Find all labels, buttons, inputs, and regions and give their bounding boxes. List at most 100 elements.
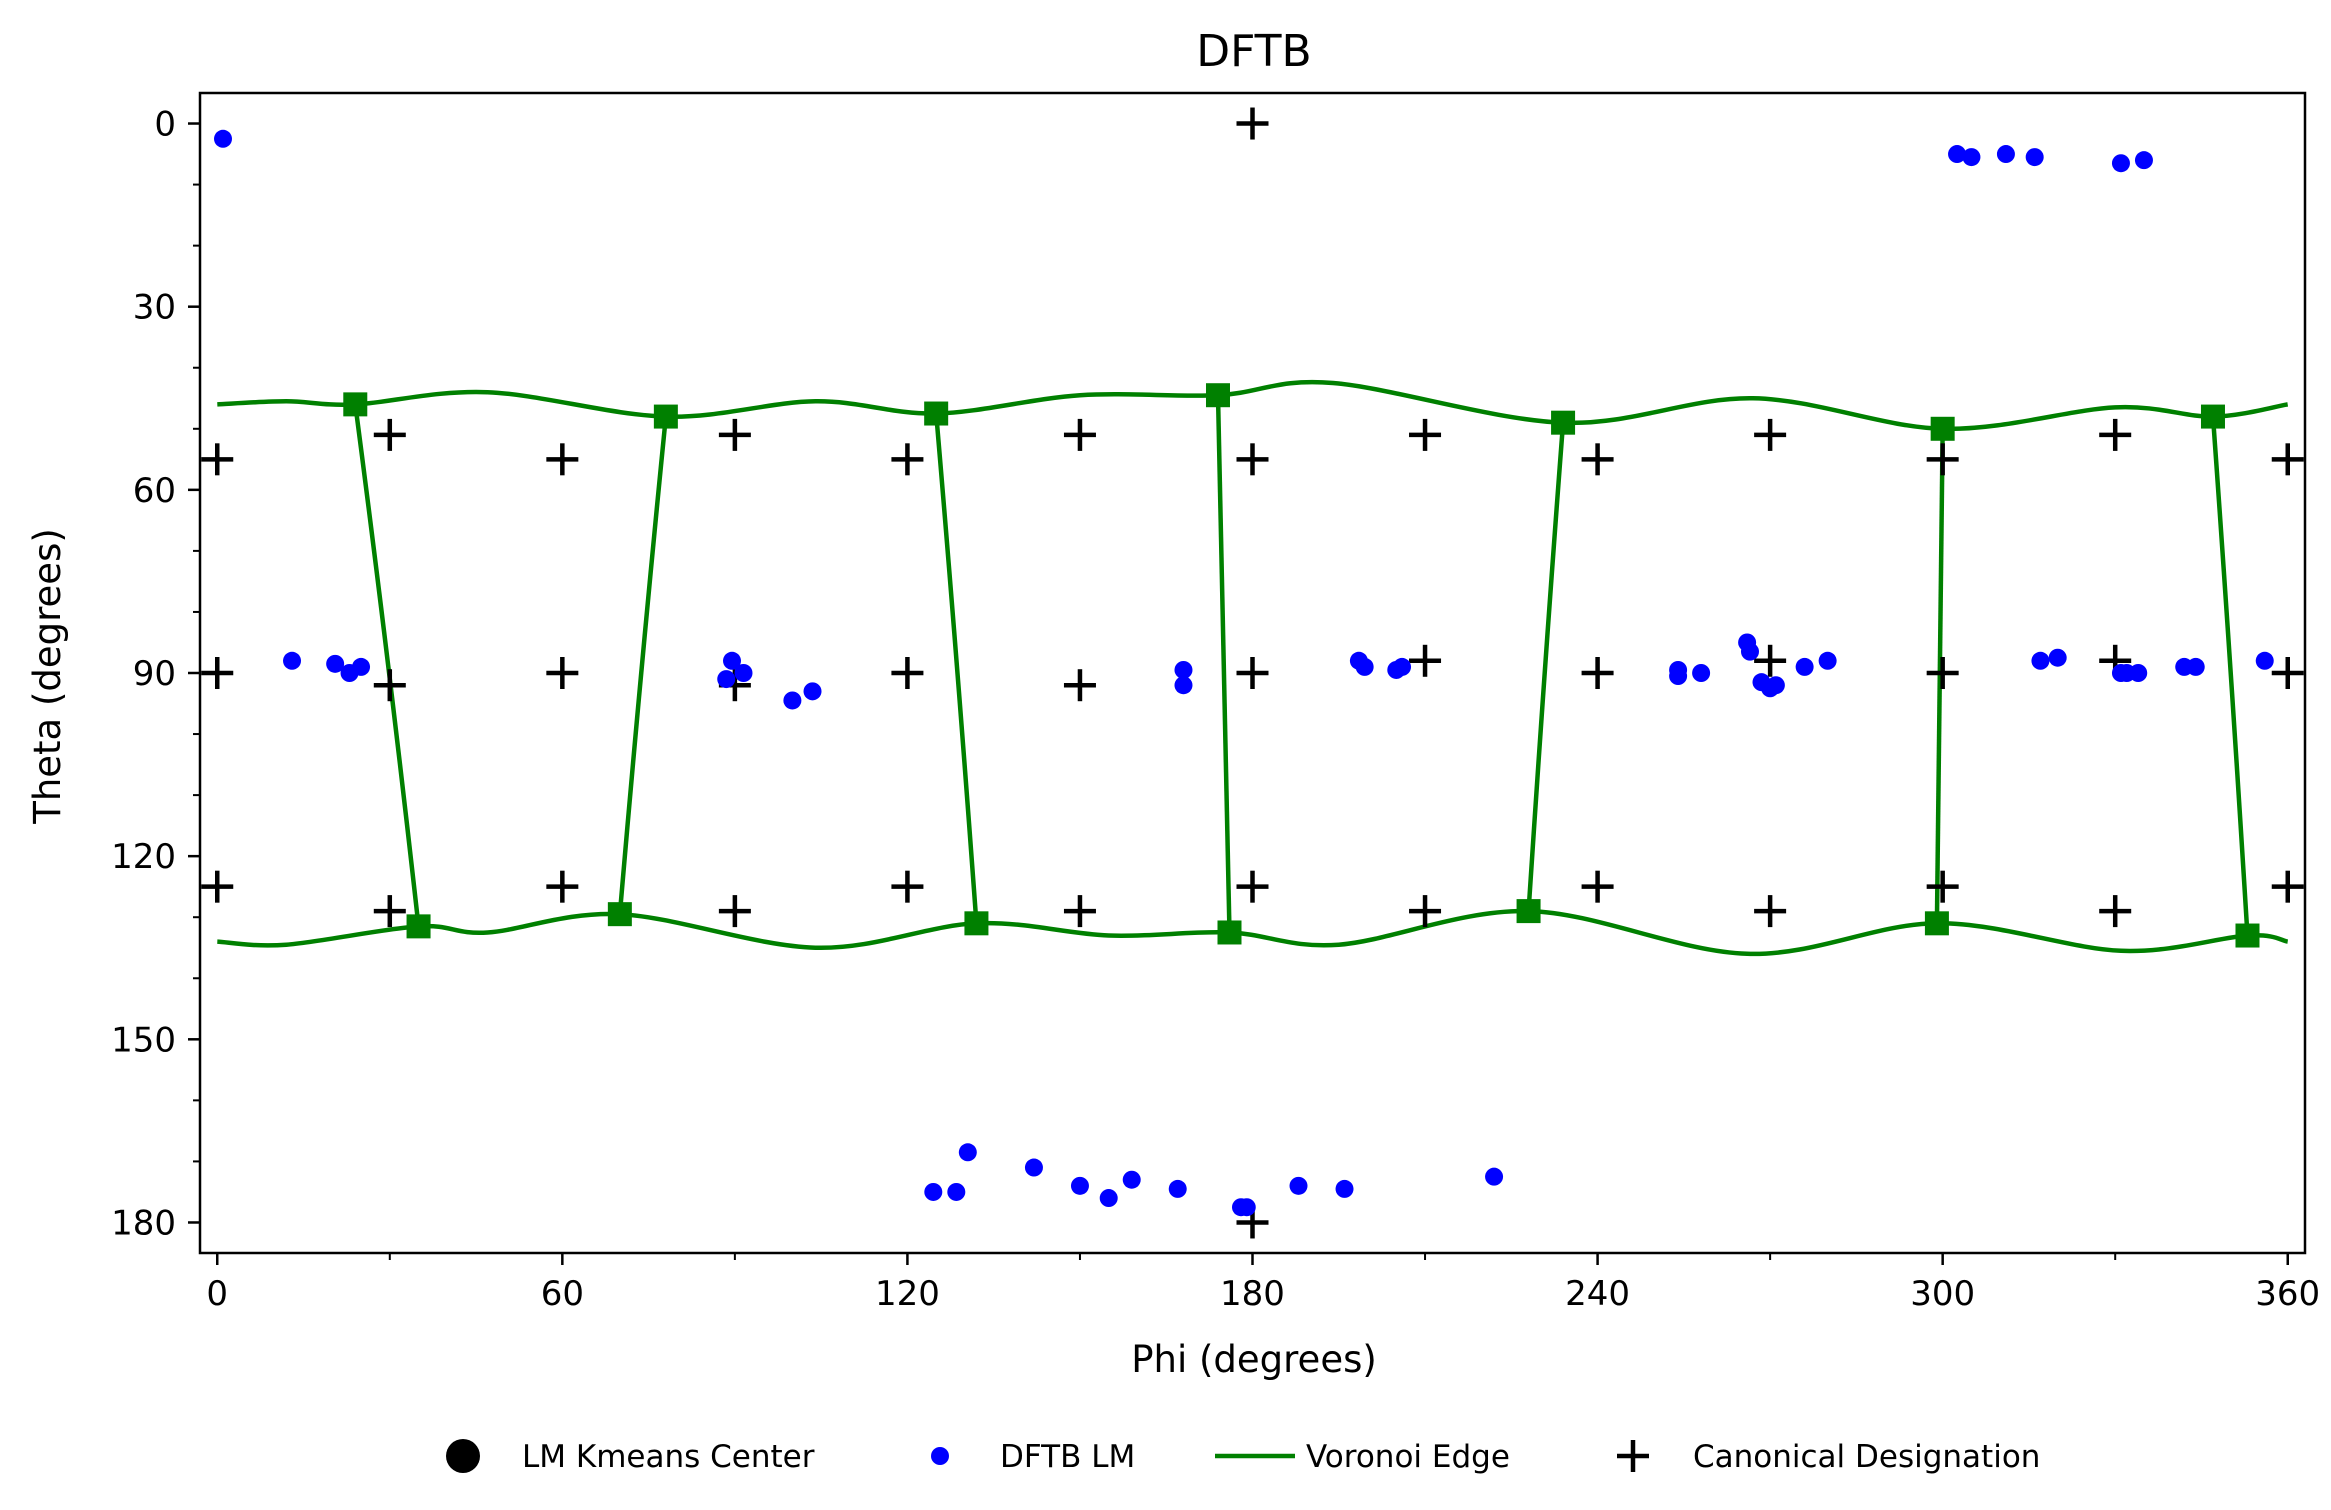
canonical-designation-marker <box>1063 895 1096 928</box>
voronoi-vertex <box>1551 410 1576 435</box>
canonical-designation-marker <box>891 870 924 903</box>
dftb-lm-point <box>1174 676 1193 695</box>
canonical-designation-marker <box>1581 870 1614 903</box>
y-tick-label: 0 <box>154 105 176 145</box>
dftb-lm-point <box>214 129 233 148</box>
plot-area <box>201 107 2304 1239</box>
voronoi-edge-upper <box>217 379 2289 432</box>
voronoi-vertex <box>607 902 632 927</box>
x-tick-label: 0 <box>206 1274 228 1314</box>
dftb-lm-point <box>803 682 822 701</box>
dftb-lm-point <box>1766 676 1785 695</box>
voronoi-edge-vertical <box>1934 428 1945 924</box>
canonical-designation-marker <box>2271 657 2304 689</box>
dftb-lm-point <box>352 657 371 676</box>
legend: LM Kmeans Center DFTB LM Voronoi Edge Canon… <box>446 1439 2040 1475</box>
voronoi-vertex <box>964 911 989 936</box>
dftb-lm-point <box>1795 657 1814 676</box>
dftb-lm-point <box>947 1182 966 1201</box>
dftb-lm-point <box>1024 1158 1043 1177</box>
canonical-designation-marker <box>546 443 579 476</box>
legend-marker-dftb-lm <box>931 1447 949 1465</box>
canonical-designation-marker <box>1581 657 1614 689</box>
dftb-lm-point <box>2186 657 2205 676</box>
dftb-lm-point <box>2111 154 2130 173</box>
voronoi-edge-lower <box>217 908 2289 957</box>
dftb-lm-point <box>1818 651 1837 670</box>
canonical-designation-marker <box>201 870 234 903</box>
dftb-lm-point <box>1740 642 1759 661</box>
voronoi-edge-vertical <box>933 413 979 924</box>
voronoi-vertex <box>1217 920 1242 945</box>
dftb-lm-point <box>1948 145 1967 164</box>
dftb-lm-point <box>1669 667 1688 686</box>
dftb-lm-point <box>326 654 345 673</box>
voronoi-vertex <box>924 401 949 426</box>
voronoi-vertex <box>1516 899 1541 924</box>
x-tick-label: 180 <box>1220 1274 1285 1314</box>
canonical-designation-marker <box>546 657 579 689</box>
x-axis-label: Phi (degrees) <box>1131 1338 1377 1381</box>
dftb-lm-point <box>2025 148 2044 167</box>
dftb-lm-point <box>1335 1179 1354 1198</box>
dftb-lm-point <box>2134 151 2153 170</box>
canonical-designation-marker <box>373 669 406 702</box>
voronoi-vertex <box>343 392 368 417</box>
canonical-designation-marker <box>1926 657 1959 689</box>
voronoi-vertex <box>406 914 431 939</box>
dftb-lm-point <box>1174 660 1193 679</box>
canonical-designation-marker <box>2099 895 2132 928</box>
voronoi-vertex <box>1930 416 1955 441</box>
legend-label-canonical-designation: Canonical Designation <box>1693 1439 2040 1475</box>
legend-label-lm-kmeans-center: LM Kmeans Center <box>522 1439 815 1475</box>
dftb-lm-point <box>1122 1170 1141 1189</box>
canonical-designation-marker <box>1409 895 1442 928</box>
y-tick-label: 30 <box>133 288 176 328</box>
canonical-designation-marker <box>2271 443 2304 476</box>
canonical-designation-marker <box>718 895 751 928</box>
dftb-lm-point <box>1962 148 1981 167</box>
dftb-lm-point <box>1099 1189 1118 1208</box>
voronoi-vertex <box>1205 383 1230 408</box>
dftb-lm-point <box>1237 1198 1256 1217</box>
canonical-designation-marker <box>546 870 579 903</box>
x-tick-label: 120 <box>875 1274 940 1314</box>
voronoi-edge-vertical <box>353 404 421 927</box>
voronoi-vertex <box>2200 404 2225 429</box>
y-axis-label: Theta (degrees) <box>26 528 69 825</box>
canonical-designation-marker <box>2271 870 2304 903</box>
dftb-lm-point <box>1070 1176 1089 1195</box>
voronoi-edge-vertical <box>2210 416 2250 936</box>
canonical-designation-marker <box>1063 418 1096 451</box>
dftb-lm-point <box>924 1182 943 1201</box>
canonical-designation-marker <box>373 418 406 451</box>
x-tick-label: 240 <box>1565 1274 1630 1314</box>
legend-label-voronoi-edge: Voronoi Edge <box>1306 1439 1510 1475</box>
canonical-designation-marker <box>891 443 924 476</box>
dftb-lm-point <box>283 651 302 670</box>
dftb-lm-point <box>1996 145 2015 164</box>
x-tick-label: 300 <box>1910 1274 1975 1314</box>
canonical-designation-marker <box>1754 895 1787 928</box>
voronoi-vertex <box>1924 911 1949 936</box>
dftb-lm-point <box>1393 657 1412 676</box>
legend-label-dftb-lm: DFTB LM <box>1000 1439 1135 1475</box>
canonical-designation-marker <box>373 895 406 928</box>
y-tick-label: 150 <box>111 1020 176 1060</box>
dftb-lm-point <box>723 651 742 670</box>
canonical-designation-marker <box>1926 443 1959 476</box>
legend-marker-canonical-designation <box>1617 1440 1649 1472</box>
voronoi-vertex <box>2235 923 2260 948</box>
dftb-lm-point <box>1355 657 1374 676</box>
dftb-lm-point <box>2031 651 2050 670</box>
canonical-designation-marker <box>201 443 234 476</box>
dftb-lm-point <box>1485 1167 1504 1186</box>
canonical-designation-marker <box>718 418 751 451</box>
y-tick-label: 60 <box>133 471 176 511</box>
dftb-lm-point <box>1692 664 1711 682</box>
voronoi-edge-vertical <box>1215 395 1232 933</box>
legend-marker-lm-kmeans-center <box>446 1439 480 1473</box>
dftb-lm-point <box>717 670 736 689</box>
canonical-designation-marker <box>201 657 234 689</box>
